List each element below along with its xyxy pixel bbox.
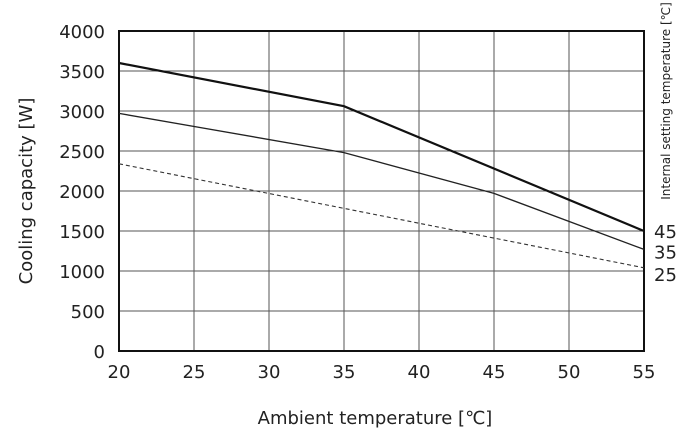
series-layer xyxy=(118,61,645,269)
y-tick-label: 3000 xyxy=(59,102,105,123)
y-tick-label: 2500 xyxy=(59,142,105,163)
y-tick-label: 1000 xyxy=(59,262,105,283)
series-label-45: 45 xyxy=(654,222,677,243)
x-tick-label: 35 xyxy=(333,362,356,383)
x-tick-label: 50 xyxy=(558,362,581,383)
y-tick-label: 2000 xyxy=(59,182,105,203)
x-tick-label: 30 xyxy=(258,362,281,383)
x-tick-label: 20 xyxy=(108,362,131,383)
y-tick-label: 3500 xyxy=(59,62,105,83)
series-label-25: 25 xyxy=(654,265,677,286)
series-line-35 xyxy=(118,112,645,251)
x-tick-label: 40 xyxy=(408,362,431,383)
y-tick-label: 1500 xyxy=(59,222,105,243)
y-tick-label: 0 xyxy=(94,342,105,363)
y-axis-title: Cooling capacity [W] xyxy=(16,98,37,285)
series-line-45 xyxy=(118,61,645,233)
x-axis-title: Ambient temperature [℃] xyxy=(258,408,493,429)
series-label-35: 35 xyxy=(654,242,677,263)
right-axis-title: Internal setting temperature [℃] xyxy=(659,2,673,200)
plot-frame xyxy=(118,30,645,352)
x-tick-label: 55 xyxy=(633,362,656,383)
x-tick-label: 45 xyxy=(483,362,506,383)
y-tick-label: 4000 xyxy=(59,22,105,43)
y-tick-label: 500 xyxy=(71,302,105,323)
x-tick-label: 25 xyxy=(183,362,206,383)
tick-labels: 20 25 30 35 40 45 50 55 0 500 1000 1500 2000 2500 3000… xyxy=(59,22,655,383)
series-line-25 xyxy=(118,163,645,269)
